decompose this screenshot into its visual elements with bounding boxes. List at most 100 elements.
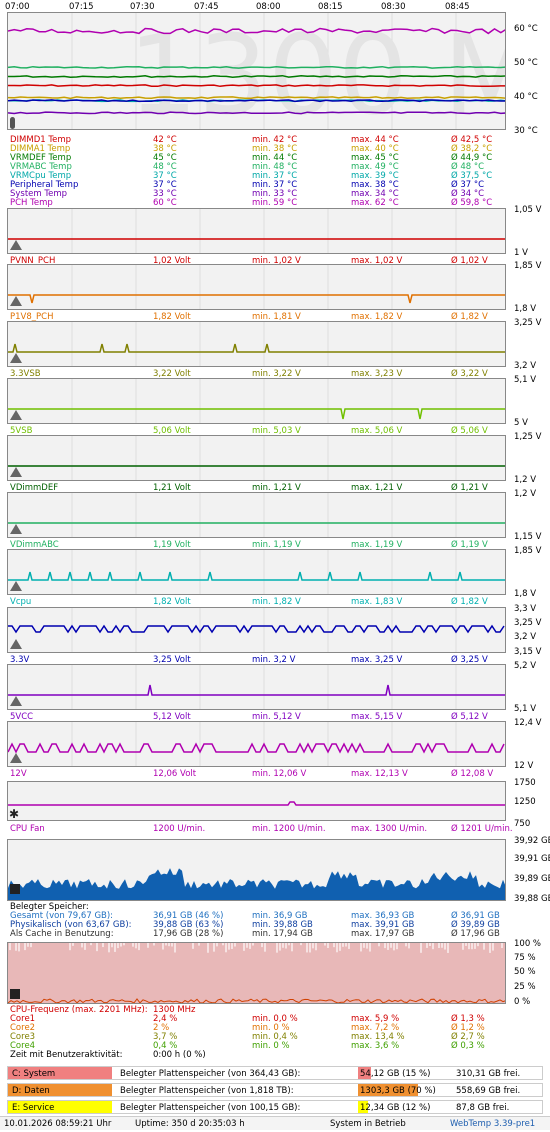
voltage-axis-top: 5,1 V — [514, 375, 537, 385]
sensor-min: min. 12,06 V — [252, 769, 307, 779]
memory-max: max. 36,93 GB — [351, 911, 415, 921]
drive-description: Belegter Plattenspeicher (von 100,15 GB)… — [120, 1103, 301, 1113]
memory-area — [8, 868, 505, 900]
sensor-max: max. 34 °C — [351, 189, 399, 199]
sensor-current: 1,82 Volt — [153, 597, 191, 607]
voltage-series — [8, 742, 505, 754]
sensor-max: max. 3,25 V — [351, 655, 403, 665]
drive-usage-bar — [358, 1101, 369, 1113]
temp-series-6 — [8, 111, 505, 115]
voltage-axis-bottom: 3,15 V — [514, 647, 542, 657]
fan-axis-label: 750 — [514, 819, 531, 829]
voltage-graph-PVNN_PCH — [7, 208, 506, 254]
temperature-graph: 1300 MHz — [7, 12, 506, 130]
voltage-series — [8, 294, 505, 304]
drive-free: 310,31 GB frei. — [456, 1069, 521, 1079]
drive-label: E: Service — [8, 1101, 112, 1113]
sensor-name: VRMDEF Temp — [10, 153, 72, 163]
time-label: 08:30 — [381, 2, 406, 12]
voltage-axis-mid: 3,2 V — [514, 632, 537, 642]
sensor-avg: Ø 37 °C — [451, 180, 485, 190]
drive-row[interactable]: D: Daten Belegter Plattenspeicher (von 1,… — [7, 1083, 543, 1097]
cpu-frequency-label: CPU-Frequenz (max. 2201 MHz): — [10, 1005, 148, 1015]
sensor-avg: Ø 38,2 °C — [451, 144, 493, 154]
memory-name: Physikalisch (von 63,67 GB): — [10, 920, 132, 930]
time-axis: 07:00 07:15 07:30 07:45 08:00 08:15 08:30 08:45 — [0, 2, 550, 12]
sensor-max: max. 1,19 V — [351, 540, 403, 550]
activity-value: 0:00 h (0 %) — [153, 1050, 206, 1060]
sensor-current: 33 °C — [153, 189, 177, 199]
activity-label: Zeit mit Benutzeraktivität: — [10, 1050, 123, 1060]
status-bar: 10.01.2026 08:59:21 Uhr Uptime: 350 d 20… — [0, 1116, 550, 1130]
voltage-axis-bottom: 1,8 V — [514, 589, 537, 599]
drive-free: 558,69 GB frei. — [456, 1086, 521, 1096]
sensor-min: min. 44 °C — [252, 153, 298, 163]
sensor-max: max. 39 °C — [351, 171, 399, 181]
time-label: 08:00 — [256, 2, 281, 12]
memory-axis-label: 39,88 GB — [514, 894, 550, 904]
sensor-name: VDimmDEF — [10, 483, 59, 493]
time-label: 07:00 — [5, 2, 30, 12]
cpu-axis-label: 50 % — [514, 967, 536, 977]
voltage-axis-bottom: 1,2 V — [514, 475, 537, 485]
voltage-axis-top: 12,4 V — [514, 718, 542, 728]
warning-triangle-icon — [10, 639, 22, 649]
sensor-name: VDimmABC — [10, 540, 59, 550]
cpu-axis-label: 25 % — [514, 982, 536, 992]
sensor-avg: Ø 3,22 V — [451, 369, 488, 379]
voltage-axis-top: 3,25 V — [514, 318, 542, 328]
fan-name: CPU Fan — [10, 824, 45, 834]
sensor-avg: Ø 37,5 °C — [451, 171, 493, 181]
sensor-min: min. 3,2 V — [252, 655, 296, 665]
sensor-min: min. 33 °C — [252, 189, 298, 199]
memory-axis-label: 39,92 GB — [514, 836, 550, 846]
sensor-name: PVNN_PCH — [10, 256, 56, 266]
voltage-axis-mid: 3,25 V — [514, 618, 542, 628]
time-label: 08:15 — [318, 2, 343, 12]
memory-avg: Ø 36,91 GB — [451, 911, 500, 921]
memory-min: min. 36,9 GB — [252, 911, 308, 921]
warning-triangle-icon — [10, 696, 22, 706]
sensor-current: 3,25 Volt — [153, 655, 191, 665]
fan-graph — [7, 781, 506, 821]
sensor-name: 12V — [10, 769, 27, 779]
memory-graph — [7, 839, 506, 901]
memory-chip-icon — [10, 884, 20, 894]
sensor-avg: Ø 5,06 V — [451, 426, 488, 436]
memory-current: 17,96 GB (28 %) — [153, 929, 224, 939]
sensor-min: min. 37 °C — [252, 171, 298, 181]
drive-usage-bar — [358, 1084, 418, 1096]
version-link[interactable]: WebTemp 3.39-pre1 — [450, 1119, 536, 1129]
temp-axis-label: 40 °C — [514, 92, 538, 102]
core-max: max. 3,6 % — [351, 1041, 400, 1051]
sensor-max: max. 62 °C — [351, 198, 399, 208]
voltage-graph-Vcpu — [7, 549, 506, 595]
drive-used: 12,34 GB (12 %) — [360, 1103, 431, 1113]
warning-triangle-icon — [10, 581, 22, 591]
drive-row[interactable]: C: System Belegter Plattenspeicher (von 3… — [7, 1066, 543, 1080]
fan-current: 1200 U/min. — [153, 824, 206, 834]
core-min: min. 0 % — [252, 1041, 290, 1051]
time-label: 08:45 — [445, 2, 470, 12]
core-max: max. 7,2 % — [351, 1023, 400, 1033]
system-state: System in Betrieb — [330, 1119, 406, 1129]
sensor-avg: Ø 3,25 V — [451, 655, 488, 665]
sensor-name: P1V8_PCH — [10, 312, 54, 322]
sensor-avg: Ø 44,9 °C — [451, 153, 493, 163]
fan-axis-label: 1750 — [514, 778, 536, 788]
drive-free: 87,8 GB frei. — [456, 1103, 510, 1113]
voltage-graph-P1V8_PCH — [7, 264, 506, 310]
voltage-axis-top: 3,3 V — [514, 604, 537, 614]
sensor-name: Vcpu — [10, 597, 32, 607]
sensor-max: max. 1,82 V — [351, 312, 403, 322]
sensor-min: min. 3,22 V — [252, 369, 301, 379]
thermometer-icon — [10, 117, 15, 129]
core-avg: Ø 0,3 % — [451, 1041, 485, 1051]
fan-min: min. 1200 U/min. — [252, 824, 326, 834]
sensor-min: min. 48 °C — [252, 162, 298, 172]
voltage-axis-bottom: 1,15 V — [514, 532, 542, 542]
drive-row[interactable]: E: Service Belegter Plattenspeicher (von … — [7, 1100, 543, 1114]
core-min: min. 0 % — [252, 1023, 290, 1033]
warning-triangle-icon — [10, 467, 22, 477]
sensor-current: 1,19 Volt — [153, 540, 191, 550]
